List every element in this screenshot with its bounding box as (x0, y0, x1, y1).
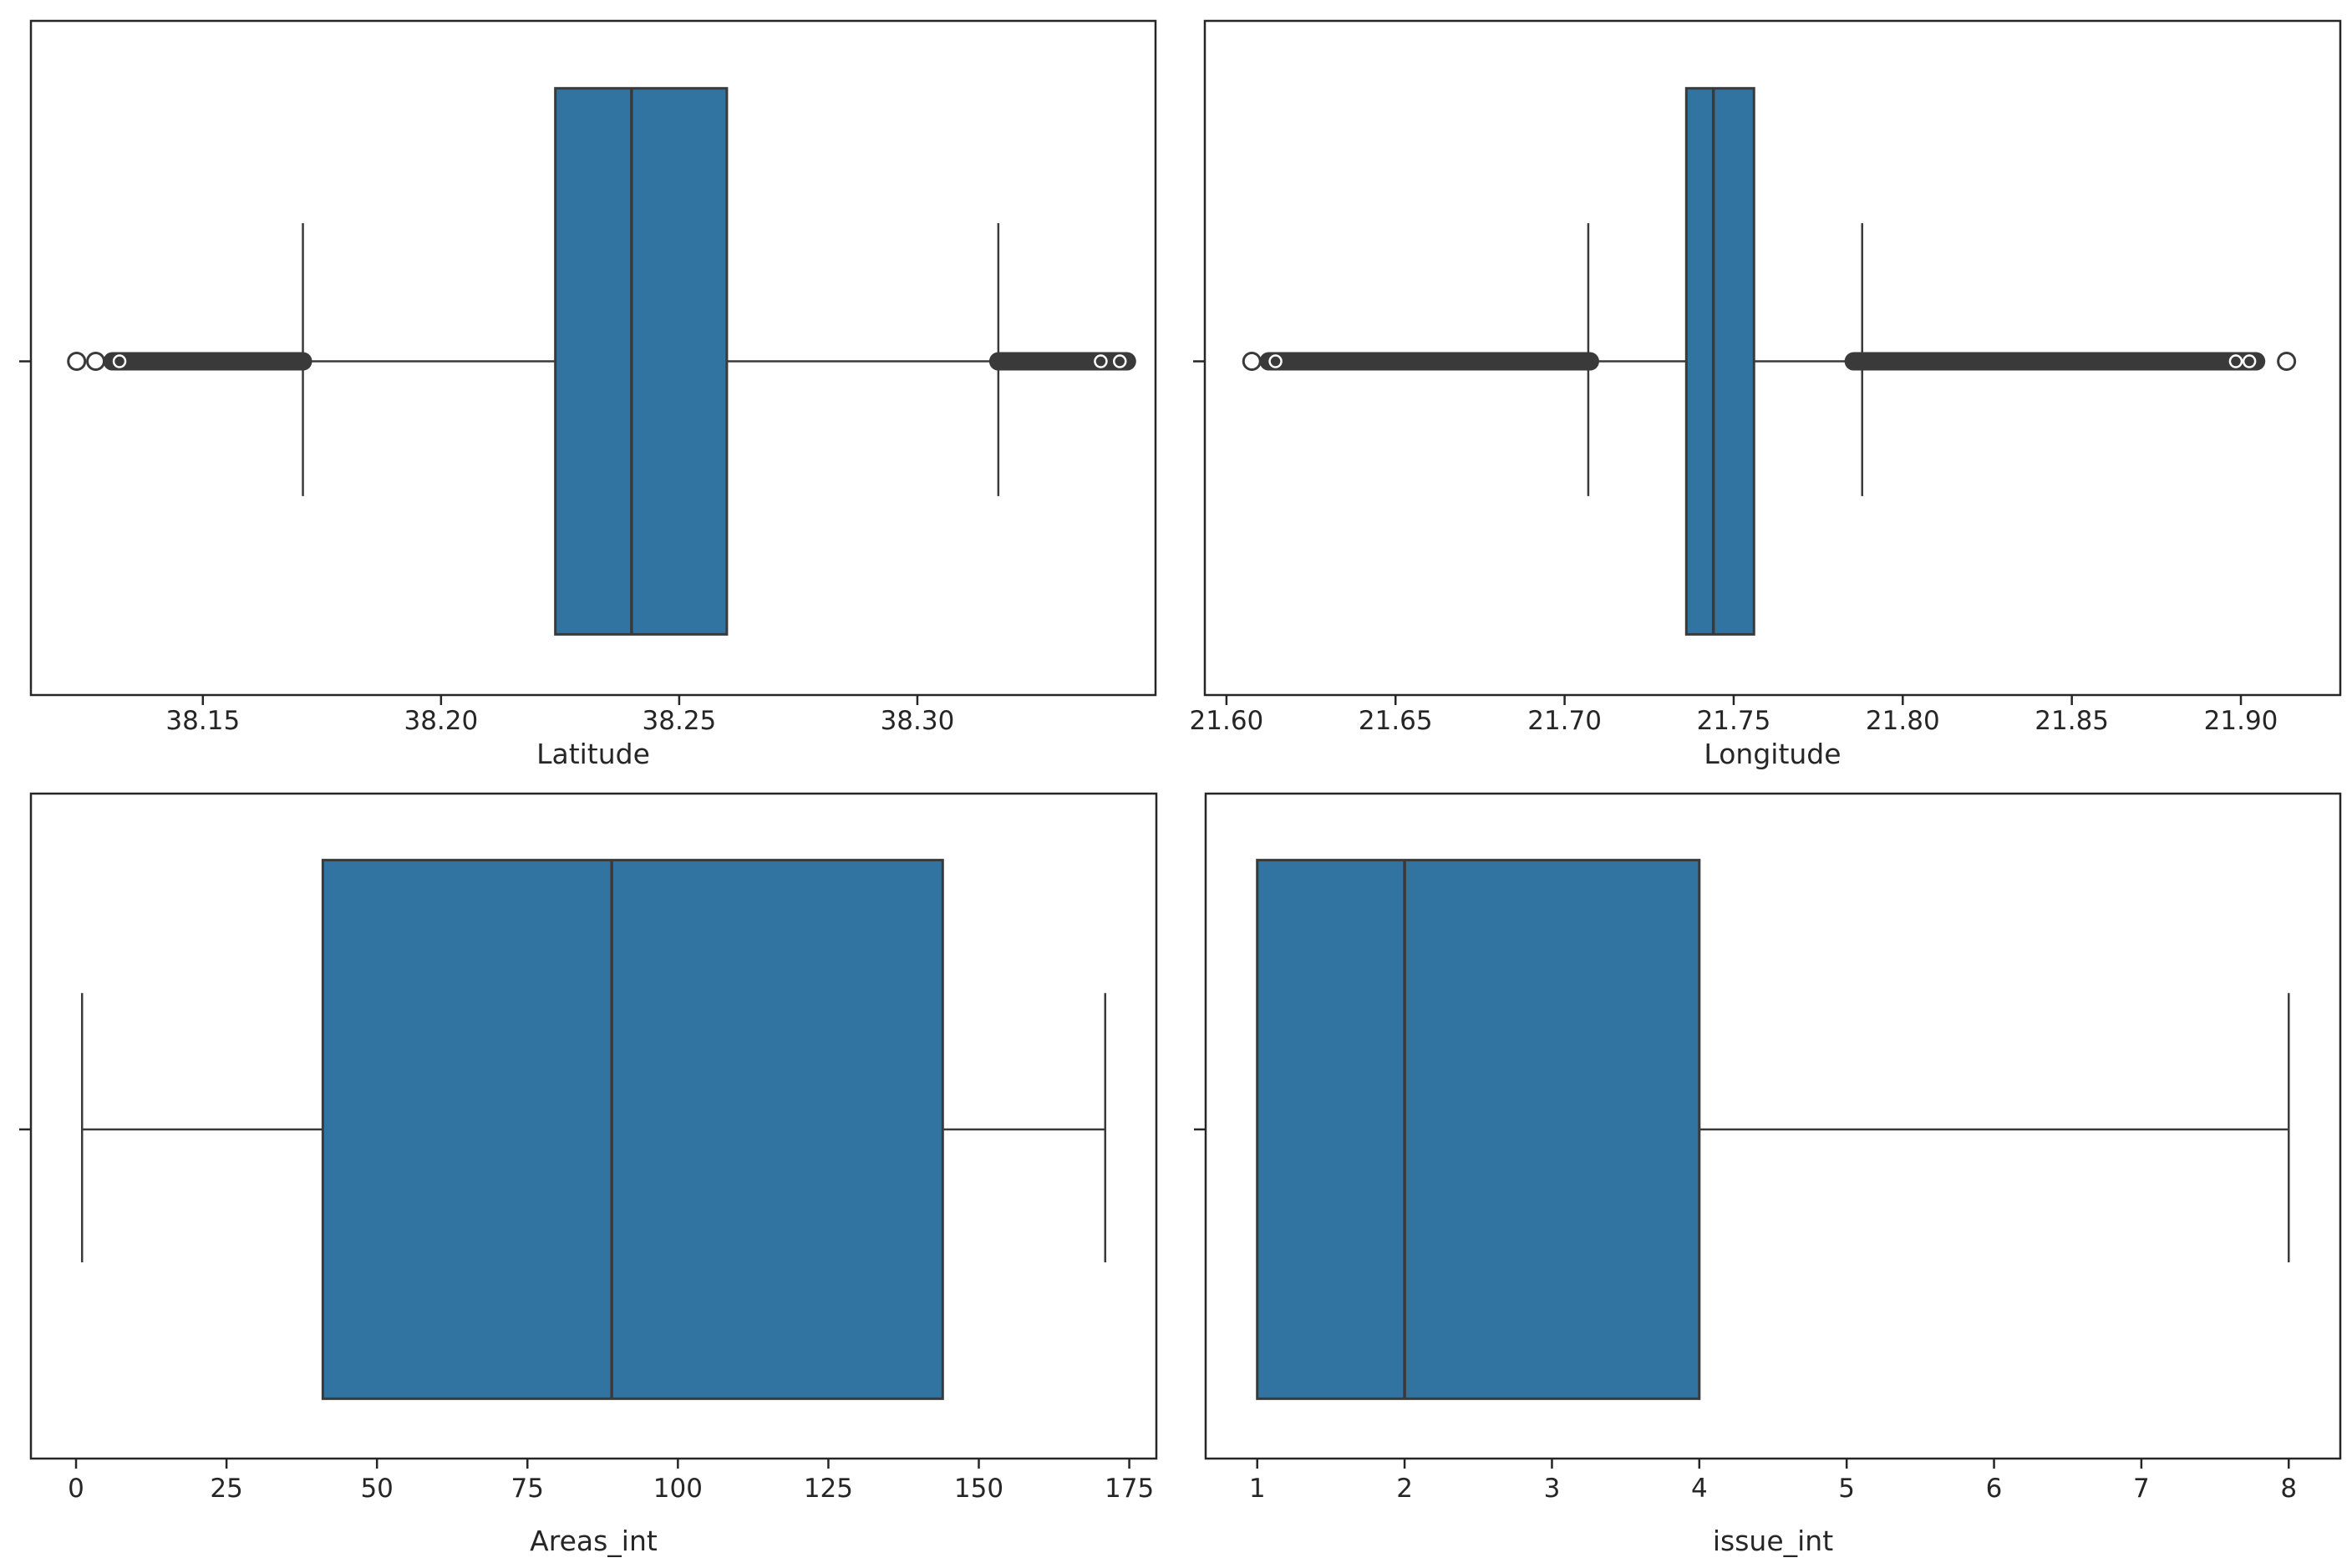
x-tick-label: 6 (1985, 1474, 2003, 1504)
x-tick-label: 25 (210, 1474, 243, 1504)
x-tick-label: 21.75 (1696, 706, 1771, 736)
x-tick-label: 150 (953, 1474, 1004, 1504)
subplot-latitude: Latitude 38.15 38.20 38.25 38.30 (0, 0, 1178, 784)
subplot-issue-int: issue_int 1 2 3 4 5 6 7 8 (1178, 784, 2352, 1568)
x-tick-label: 125 (803, 1474, 854, 1504)
x-tick-label: 4 (1690, 1474, 1708, 1504)
boxplot-canvas-longitude (1193, 19, 2342, 705)
x-tick-label: 21.90 (2203, 706, 2278, 736)
x-tick-label: 5 (1838, 1474, 1856, 1504)
x-tick-label: 50 (360, 1474, 394, 1504)
x-tick-label: 21.65 (1358, 706, 1433, 736)
x-tick-label: 0 (68, 1474, 84, 1504)
x-tick-label: 21.70 (1527, 706, 1602, 736)
x-tick-label: 100 (653, 1474, 703, 1504)
x-axis-label-longitude: Longitude (1704, 738, 1841, 770)
x-tick-label: 7 (2133, 1474, 2150, 1504)
subplot-areas-int: Areas_int 0 25 50 75 100 125 150 175 (0, 784, 1178, 1568)
x-tick-label: 38.15 (165, 706, 241, 736)
boxplot-canvas-areas-int (19, 792, 1158, 1469)
x-axis-label-areas-int: Areas_int (530, 1525, 658, 1557)
x-tick-label: 38.20 (404, 706, 479, 736)
boxplot-canvas-issue-int (1194, 792, 2342, 1469)
x-axis-label-issue-int: issue_int (1712, 1525, 1834, 1557)
x-tick-label: 21.85 (2035, 706, 2110, 736)
subplot-longitude: Longitude 21.60 21.65 21.70 21.75 21.80 21.85… (1178, 0, 2352, 784)
x-axis-label-latitude: Latitude (536, 738, 650, 770)
x-tick-label: 38.25 (642, 706, 717, 736)
x-tick-label: 8 (2280, 1474, 2298, 1504)
x-tick-label: 3 (1543, 1474, 1561, 1504)
x-tick-label: 2 (1396, 1474, 1413, 1504)
x-tick-label: 21.80 (1865, 706, 1940, 736)
x-tick-label: 1 (1248, 1474, 1266, 1504)
x-tick-label: 21.60 (1189, 706, 1264, 736)
boxplot-canvas-latitude (19, 19, 1157, 705)
x-tick-label: 38.30 (880, 706, 955, 736)
x-tick-label: 75 (511, 1474, 544, 1504)
x-tick-label: 175 (1104, 1474, 1155, 1504)
